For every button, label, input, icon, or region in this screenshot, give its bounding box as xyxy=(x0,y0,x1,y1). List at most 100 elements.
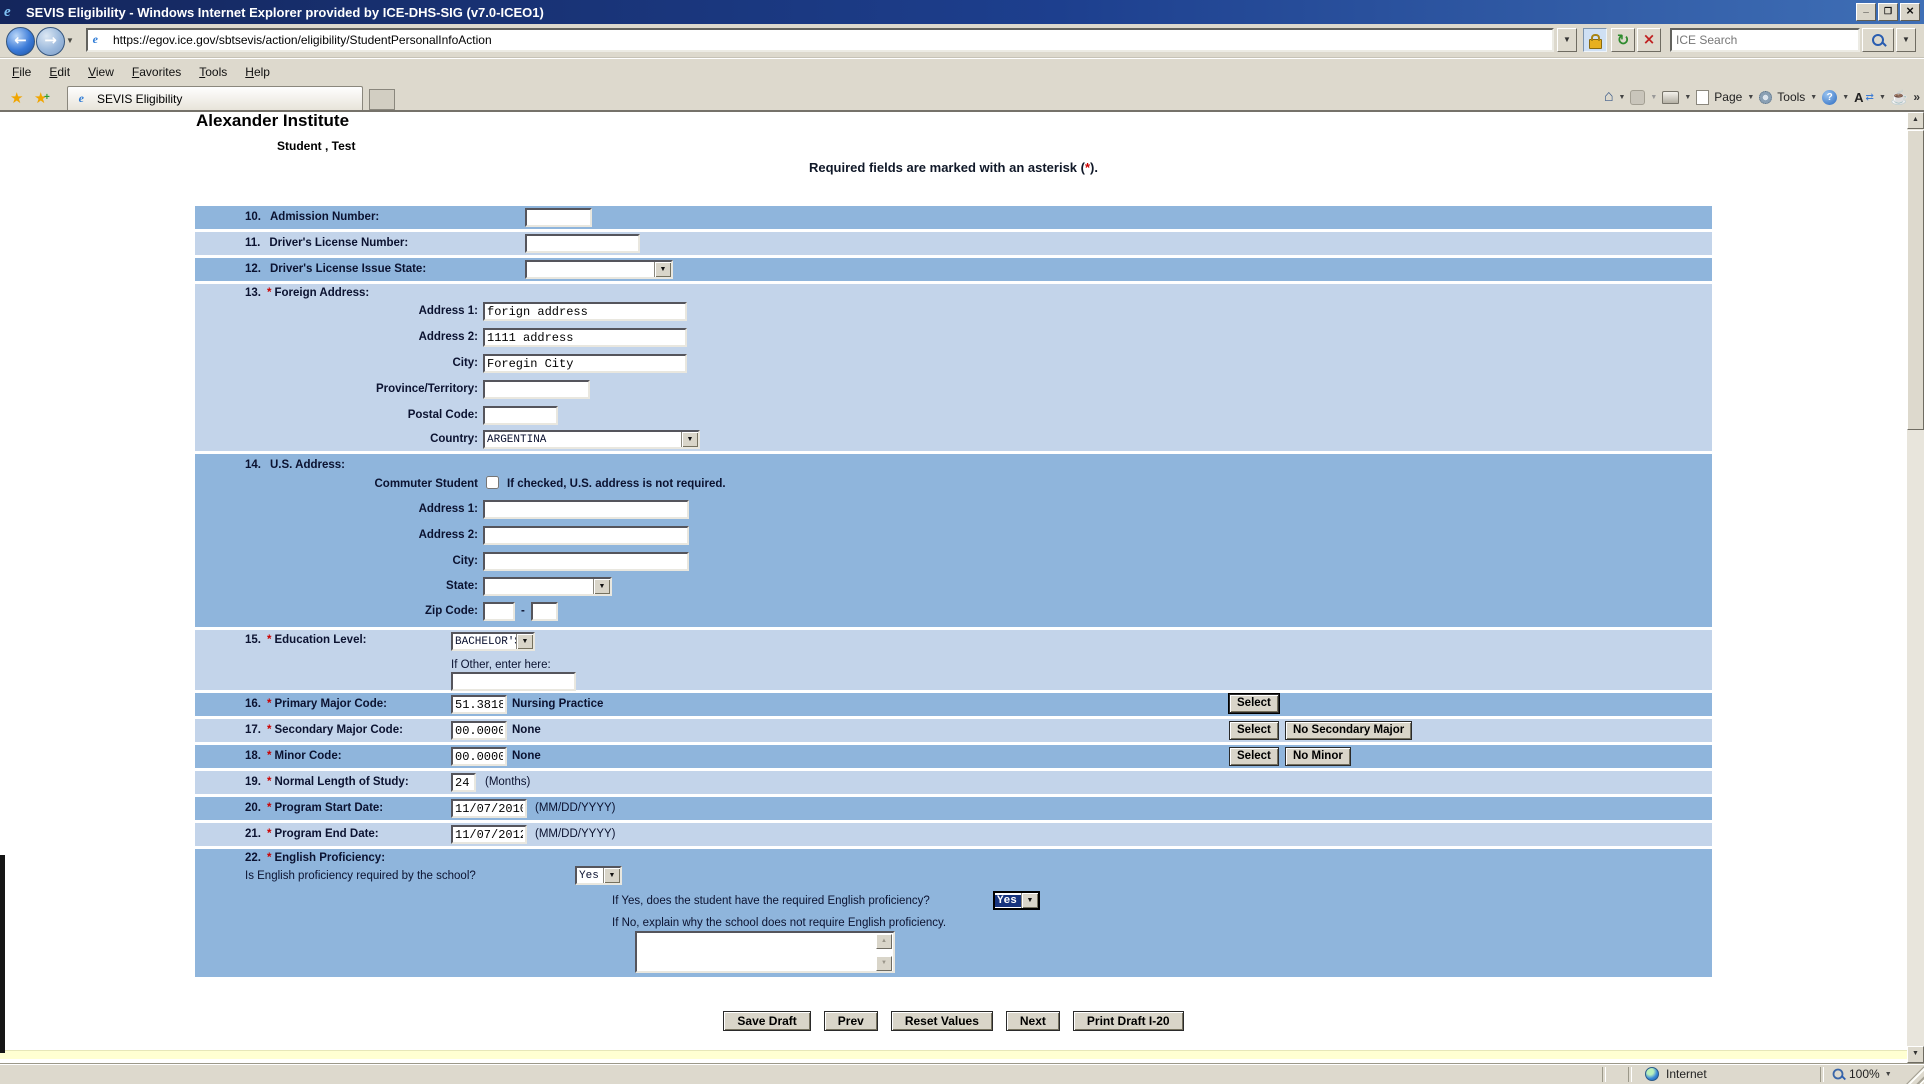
print-dropdown-icon[interactable] xyxy=(1684,94,1691,101)
secondary-major-select-button[interactable]: Select xyxy=(1229,721,1279,740)
print-icon[interactable] xyxy=(1662,90,1680,104)
row-us-address: 14. U.S. Address: Commuter Student If che… xyxy=(195,454,1712,630)
help-dropdown-icon[interactable] xyxy=(1842,94,1849,101)
dropdown-arrow-icon[interactable] xyxy=(603,868,620,883)
menu-tools[interactable]: Tools xyxy=(199,64,228,79)
restore-button[interactable] xyxy=(1878,3,1898,21)
no-minor-button[interactable]: No Minor xyxy=(1285,747,1351,766)
commuter-student-checkbox[interactable] xyxy=(486,476,499,489)
scrollbar-thumb[interactable] xyxy=(1907,130,1924,430)
us-city-input[interactable] xyxy=(483,552,689,571)
prev-button[interactable]: Prev xyxy=(823,1011,878,1031)
search-input[interactable] xyxy=(1672,32,1858,48)
education-level-select[interactable]: BACHELOR'S xyxy=(451,632,535,651)
search-button[interactable] xyxy=(1862,28,1894,52)
dropdown-arrow-icon[interactable] xyxy=(516,634,533,649)
zoom-control[interactable]: 100% xyxy=(1832,1067,1892,1081)
save-draft-button[interactable]: Save Draft xyxy=(723,1011,811,1031)
zoom-level: 100% xyxy=(1849,1067,1880,1081)
zoom-dropdown-icon[interactable] xyxy=(1885,1071,1892,1078)
stop-button[interactable] xyxy=(1637,28,1661,52)
history-dropdown-icon[interactable] xyxy=(66,36,74,45)
back-button[interactable] xyxy=(6,27,35,56)
dropdown-arrow-icon[interactable] xyxy=(593,579,610,594)
new-tab-button[interactable] xyxy=(369,89,395,110)
admission-number-input[interactable] xyxy=(525,208,592,227)
foreign-address1-input[interactable] xyxy=(483,302,687,321)
window-title: SEVIS Eligibility - Windows Internet Exp… xyxy=(26,4,544,20)
url-dropdown-button[interactable] xyxy=(1557,28,1577,52)
url-input[interactable] xyxy=(111,32,1552,48)
page-footer-strip xyxy=(0,1050,1907,1059)
search-dropdown-button[interactable] xyxy=(1896,28,1916,52)
minor-code-input[interactable] xyxy=(451,747,507,766)
home-dropdown-icon[interactable] xyxy=(1618,94,1625,101)
vertical-scrollbar[interactable] xyxy=(1907,112,1924,1063)
home-icon[interactable] xyxy=(1604,88,1614,106)
foreign-address2-input[interactable] xyxy=(483,328,687,347)
translate-dropdown-icon[interactable] xyxy=(1879,94,1886,101)
tools-menu-label[interactable]: Tools xyxy=(1777,90,1806,104)
program-end-date-input[interactable] xyxy=(451,825,527,844)
scroll-down-icon[interactable] xyxy=(876,956,892,971)
refresh-button[interactable] xyxy=(1611,28,1635,52)
resize-grip[interactable] xyxy=(1906,1066,1924,1084)
next-button[interactable]: Next xyxy=(1005,1011,1060,1031)
page-menu-label[interactable]: Page xyxy=(1714,90,1743,104)
print-draft-button[interactable]: Print Draft I-20 xyxy=(1072,1011,1184,1031)
menu-edit[interactable]: Edit xyxy=(49,64,71,79)
country-select[interactable]: ARGENTINA xyxy=(483,430,700,449)
postal-code-input[interactable] xyxy=(483,406,558,425)
length-of-study-input[interactable] xyxy=(451,773,476,792)
scroll-up-icon[interactable] xyxy=(876,934,892,949)
drivers-license-state-select[interactable] xyxy=(525,260,673,279)
add-favorite-star-icon[interactable] xyxy=(34,89,47,107)
student-proficiency-select[interactable]: Yes xyxy=(993,891,1040,910)
no-secondary-major-button[interactable]: No Secondary Major xyxy=(1285,721,1413,740)
program-start-date-input[interactable] xyxy=(451,799,527,818)
favorites-star-icon[interactable] xyxy=(10,89,23,107)
primary-major-code-input[interactable] xyxy=(451,695,507,714)
page-icon[interactable] xyxy=(1696,89,1710,105)
url-field-wrap xyxy=(86,28,1554,52)
us-address2-input[interactable] xyxy=(483,526,689,545)
translate-icon[interactable] xyxy=(1854,90,1863,105)
tools-dropdown-icon[interactable] xyxy=(1810,94,1817,101)
secondary-major-code-input[interactable] xyxy=(451,721,507,740)
overflow-chevron-icon[interactable] xyxy=(1913,90,1920,104)
tools-gear-icon[interactable] xyxy=(1759,90,1773,104)
scrollbar-up-icon[interactable] xyxy=(1907,112,1924,129)
tab-sevis-eligibility[interactable]: SEVIS Eligibility xyxy=(67,86,363,110)
province-territory-input[interactable] xyxy=(483,380,590,399)
dropdown-arrow-icon[interactable] xyxy=(1021,893,1038,908)
field-label: Admission Number: xyxy=(270,211,380,223)
dropdown-arrow-icon[interactable] xyxy=(681,432,698,447)
menu-favorites[interactable]: Favorites xyxy=(131,64,182,79)
primary-major-select-button[interactable]: Select xyxy=(1228,693,1280,714)
minor-select-button[interactable]: Select xyxy=(1229,747,1279,766)
java-cup-icon[interactable] xyxy=(1891,89,1908,106)
scrollbar-down-icon[interactable] xyxy=(1907,1046,1924,1063)
foreign-city-input[interactable] xyxy=(483,354,687,373)
forward-button[interactable] xyxy=(36,27,65,56)
page-dropdown-icon[interactable] xyxy=(1747,94,1754,101)
menu-help[interactable]: Help xyxy=(245,64,270,79)
help-icon[interactable] xyxy=(1822,89,1838,105)
minimize-button[interactable] xyxy=(1856,3,1876,21)
reset-values-button[interactable]: Reset Values xyxy=(890,1011,993,1031)
form-actions: Save Draft Prev Reset Values Next Print … xyxy=(195,1011,1712,1031)
drivers-license-number-input[interactable] xyxy=(525,234,640,253)
education-other-input[interactable] xyxy=(451,672,576,691)
menu-file[interactable]: File xyxy=(12,64,32,79)
us-address1-input[interactable] xyxy=(483,500,689,519)
menu-view[interactable]: View xyxy=(88,64,114,79)
security-lock-icon[interactable] xyxy=(1583,28,1607,52)
dropdown-arrow-icon[interactable] xyxy=(654,262,671,277)
us-state-select[interactable] xyxy=(483,577,612,596)
proficiency-explanation-textarea[interactable] xyxy=(635,931,895,973)
proficiency-required-select[interactable]: Yes xyxy=(575,866,622,885)
zip-code-input[interactable] xyxy=(483,602,515,621)
required-note: Required fields are marked with an aster… xyxy=(808,160,1098,175)
close-button[interactable] xyxy=(1900,3,1920,21)
zip-plus4-input[interactable] xyxy=(531,602,558,621)
